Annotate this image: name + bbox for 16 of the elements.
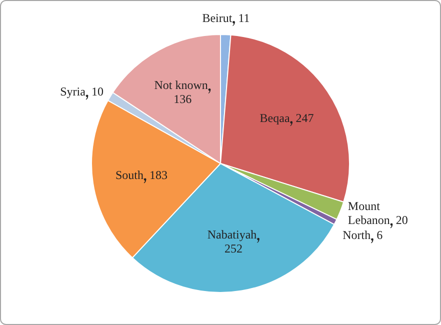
data-label: 6	[376, 228, 383, 242]
slice-label: Not known	[154, 78, 208, 92]
slice-label: Syria	[60, 84, 86, 98]
slice-label: Nabatiyah	[207, 228, 257, 242]
data-label: 252	[224, 242, 243, 256]
slice-label: Beqaa	[260, 110, 290, 125]
slice-label: North	[342, 228, 371, 242]
data-label: 11	[238, 10, 250, 25]
slice-label: Beirut	[202, 10, 233, 25]
data-label: 136	[174, 92, 192, 106]
data-label: 183	[149, 168, 168, 182]
slice-label: Mount Lebanon	[348, 198, 390, 227]
data-label: 20	[396, 212, 408, 227]
slice-label: South	[115, 168, 144, 182]
data-label: 10	[91, 84, 104, 98]
data-label: 247	[296, 110, 314, 125]
